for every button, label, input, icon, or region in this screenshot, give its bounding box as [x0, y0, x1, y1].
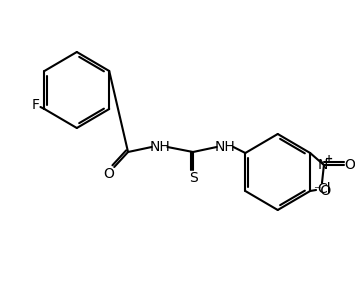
- Text: O: O: [103, 167, 114, 181]
- Text: NH: NH: [149, 140, 170, 154]
- Text: F: F: [32, 98, 39, 112]
- Text: O: O: [344, 158, 355, 172]
- Text: NH: NH: [214, 140, 235, 154]
- Text: N: N: [318, 158, 328, 172]
- Text: ⁻O: ⁻O: [313, 184, 331, 198]
- Text: Cl: Cl: [317, 182, 331, 196]
- Text: S: S: [189, 171, 197, 185]
- Text: +: +: [325, 154, 333, 164]
